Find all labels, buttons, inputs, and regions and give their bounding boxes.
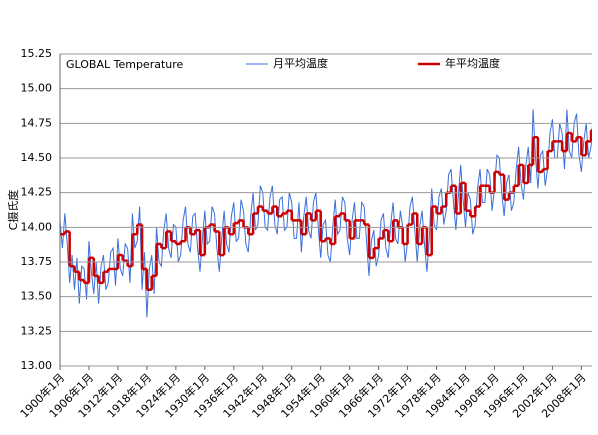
legend-label: 月平均温度 bbox=[273, 56, 328, 70]
y-tick-label: 15.25 bbox=[21, 47, 53, 60]
y-tick-label: 14.75 bbox=[21, 116, 53, 129]
y-axis-label: C摄氏度 bbox=[6, 190, 20, 231]
y-tick-label: 13.00 bbox=[21, 359, 53, 372]
chart-title: GLOBAL Temperature bbox=[66, 58, 184, 71]
y-tick-label: 15.00 bbox=[21, 82, 53, 95]
y-tick-label: 13.25 bbox=[21, 324, 53, 337]
y-tick-label: 13.50 bbox=[21, 290, 53, 303]
y-tick-label: 13.75 bbox=[21, 255, 53, 268]
legend-label: 年平均温度 bbox=[445, 56, 500, 70]
y-tick-label: 14.25 bbox=[21, 186, 53, 199]
plot-area bbox=[60, 109, 592, 318]
monthly-line bbox=[60, 109, 592, 318]
y-tick-label: 14.50 bbox=[21, 151, 53, 164]
y-tick-label: 14.00 bbox=[21, 220, 53, 233]
